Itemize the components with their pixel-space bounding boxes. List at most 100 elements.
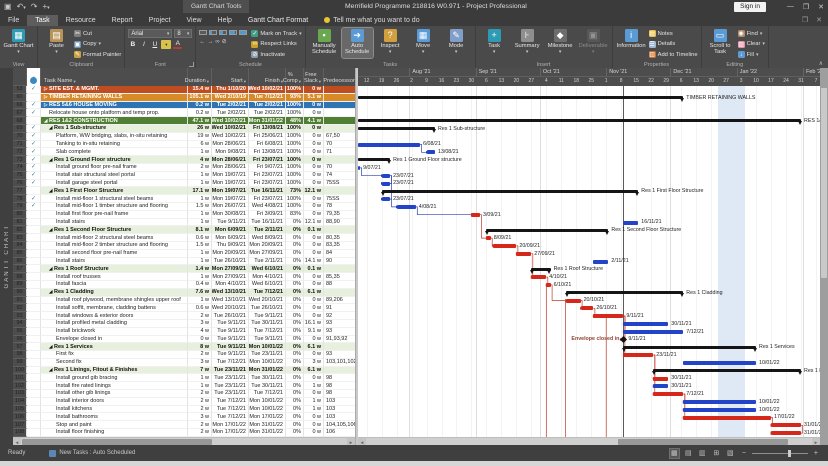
- finish-cell[interactable]: Mon 17/01/22: [249, 413, 286, 422]
- task-name-cell[interactable]: ◢ RES 1&2 CONSTRUCTION: [41, 117, 188, 125]
- task-name-cell[interactable]: Install stairs: [41, 218, 188, 227]
- row-number[interactable]: 72: [13, 148, 27, 157]
- summary-bar[interactable]: [623, 345, 756, 349]
- percent-complete-cell[interactable]: 100%: [286, 109, 304, 118]
- task-name-cell[interactable]: ◢ Res 1 Sub-structure: [41, 124, 188, 133]
- percent-complete-cell[interactable]: 0%: [286, 319, 304, 328]
- row-number[interactable]: 82: [13, 226, 27, 235]
- row-number[interactable]: 68: [13, 117, 27, 125]
- task-name-cell[interactable]: ◢ Res 1 Cladding: [41, 288, 188, 297]
- expand-icon[interactable]: ▷: [44, 101, 48, 107]
- predecessors-cell[interactable]: [324, 187, 355, 196]
- predecessors-cell[interactable]: 78: [324, 203, 355, 211]
- row-number[interactable]: 100: [13, 366, 27, 375]
- row-number[interactable]: 60: [13, 93, 27, 102]
- start-cell[interactable]: Tue 2/02/21: [212, 109, 249, 118]
- button-deliverable[interactable]: ▣ Deliverable ▾: [578, 29, 608, 56]
- free-slack-cell[interactable]: 0 w: [304, 249, 324, 258]
- vertical-scrollbar[interactable]: [820, 68, 828, 445]
- collapse-icon[interactable]: ◢: [49, 343, 53, 349]
- free-slack-cell[interactable]: 9.1 w: [304, 327, 324, 336]
- new-tasks-mode[interactable]: New Tasks : Auto Scheduled: [49, 449, 135, 457]
- row-number[interactable]: 76: [13, 179, 27, 188]
- table-row-93[interactable]: 93 Install windows & exterior doors 2 w Tue…: [13, 312, 355, 320]
- button-inspect[interactable]: ? Inspect ▾: [380, 29, 400, 56]
- duration-cell[interactable]: 3 w: [188, 319, 212, 328]
- finish-cell[interactable]: Mon 31/01/22: [249, 366, 286, 375]
- table-row-79[interactable]: 79 ✓ Install mid-floor 1 timber structure …: [13, 202, 355, 211]
- report-view-icon[interactable]: ▧: [727, 450, 734, 457]
- summary-bar[interactable]: [358, 127, 435, 131]
- start-cell[interactable]: Tue 26/10/21: [212, 312, 249, 320]
- free-slack-cell[interactable]: 0 w: [304, 421, 324, 430]
- table-row-60[interactable]: 60 ▷ TIMBER RETAINING WALLS 105.1 w Wed 2/10…: [13, 93, 355, 102]
- free-slack-cell[interactable]: 14.1 w: [304, 257, 324, 266]
- finish-cell[interactable]: Tue 16/11/21: [249, 218, 286, 227]
- start-cell[interactable]: Tue 9/11/21: [212, 319, 249, 328]
- predecessors-cell[interactable]: 67,50: [324, 133, 355, 141]
- start-cell[interactable]: Wed 13/10/21: [212, 288, 249, 297]
- task-name-cell[interactable]: Install ground floor pre-nail frame: [41, 163, 188, 172]
- finish-cell[interactable]: Tue 2/11/21: [249, 257, 286, 266]
- table-row-103[interactable]: 103 Install other gib linings 2 w Tue 23/11…: [13, 390, 355, 398]
- duration-cell[interactable]: 4 w: [188, 156, 212, 164]
- duration-cell[interactable]: 0.6 w: [188, 304, 212, 313]
- percent-complete-cell[interactable]: 0%: [286, 351, 304, 359]
- duration-cell[interactable]: 17.1 w: [188, 187, 212, 196]
- table-row-83[interactable]: 83 Install mid-floor 2 structural steel b…: [13, 234, 355, 242]
- finish-cell[interactable]: Tue 2/02/21: [249, 101, 286, 110]
- duration-cell[interactable]: 2 w: [188, 405, 212, 414]
- button-manually-schedule[interactable]: ▪ Manually Schedule: [312, 29, 337, 56]
- percent-complete-cell[interactable]: 100%: [286, 202, 304, 211]
- table-row-67[interactable]: 67 ✓ Relocate house onto platform and temp…: [13, 109, 355, 118]
- critical-task-bar[interactable]: [492, 243, 517, 248]
- header-task-name[interactable]: Task Name ▾: [41, 68, 188, 86]
- critical-task-bar[interactable]: [486, 236, 491, 241]
- duration-cell[interactable]: 6 w: [188, 140, 212, 149]
- predecessors-cell[interactable]: 88: [324, 281, 355, 289]
- duration-cell[interactable]: 0.4 w: [188, 280, 212, 289]
- button-summary[interactable]: ⊦ Summary ▾: [514, 29, 540, 56]
- row-number[interactable]: 67: [13, 109, 27, 118]
- header-start[interactable]: Start ▾: [212, 68, 249, 86]
- font-name-select[interactable]: Arial ▾: [128, 29, 173, 38]
- predecessors-cell[interactable]: 71: [324, 148, 355, 157]
- percent-complete-cell[interactable]: 0%: [286, 382, 304, 391]
- task-name-cell[interactable]: Install roof plywood, membrane shingles …: [41, 296, 188, 305]
- predecessors-cell[interactable]: 80,35: [324, 234, 355, 242]
- percent-complete-cell[interactable]: 0%: [286, 413, 304, 422]
- duration-cell[interactable]: 2 w: [188, 421, 212, 430]
- start-cell[interactable]: Tue 2/02/21: [212, 101, 249, 110]
- free-slack-cell[interactable]: 0 w: [304, 179, 324, 188]
- start-cell[interactable]: Thu 9/09/21: [212, 241, 249, 250]
- predecessors-cell[interactable]: [324, 156, 355, 164]
- critical-task-bar[interactable]: [653, 376, 669, 381]
- button-gantt-chart[interactable]: ▦ Gantt Chart ▾: [3, 29, 34, 56]
- predecessors-cell[interactable]: 103: [324, 398, 355, 406]
- finish-cell[interactable]: Wed 4/08/21: [249, 202, 286, 211]
- percent-complete-cell[interactable]: 0%: [286, 273, 304, 281]
- row-number[interactable]: 97: [13, 343, 27, 352]
- task-name-cell[interactable]: ▷ TIMBER RETAINING WALLS: [41, 93, 188, 102]
- duration-cell[interactable]: 19 w: [188, 132, 212, 141]
- button-details[interactable]: ☰ Details: [648, 40, 676, 48]
- percent-complete-cell[interactable]: 93%: [286, 93, 304, 102]
- duration-cell[interactable]: 2 w: [188, 351, 212, 359]
- button-fill[interactable]: ↓ Fill ▾: [737, 51, 759, 58]
- free-slack-cell[interactable]: 0 w: [304, 234, 324, 242]
- predecessors-cell[interactable]: [324, 86, 355, 94]
- task-name-cell[interactable]: Platform, WW bridging, slabs, in-situ re…: [41, 132, 188, 141]
- percent-complete-cell[interactable]: 100%: [286, 163, 304, 172]
- header-row-number[interactable]: [13, 68, 27, 86]
- start-cell[interactable]: Tue 9/11/21: [212, 327, 249, 336]
- percent-complete-cell[interactable]: 0%: [286, 390, 304, 398]
- task-name-cell[interactable]: Tanking to in-situ retaining: [41, 140, 188, 149]
- critical-task-bar[interactable]: [580, 306, 594, 311]
- row-number[interactable]: 85: [13, 249, 27, 258]
- start-cell[interactable]: Mon 26/07/21: [212, 202, 249, 211]
- finish-cell[interactable]: Tue 9/11/21: [249, 312, 286, 320]
- start-cell[interactable]: Mon 19/07/21: [212, 171, 249, 180]
- task-bar[interactable]: [623, 329, 684, 334]
- start-cell[interactable]: Tue 9/11/21: [212, 335, 249, 344]
- font-size-select[interactable]: 8 ▾: [174, 29, 193, 38]
